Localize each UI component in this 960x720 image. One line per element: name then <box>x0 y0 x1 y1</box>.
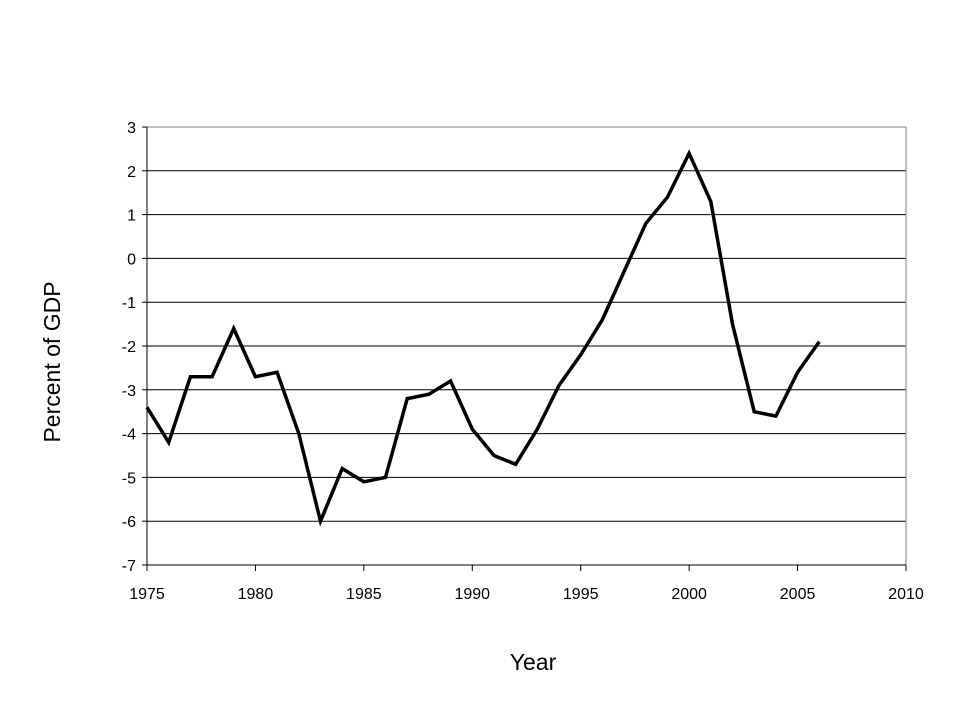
y-tick-label: 2 <box>127 164 136 181</box>
x-tick-label: 2005 <box>780 586 816 603</box>
x-tick-label: 1990 <box>454 586 490 603</box>
x-tick-label: 2000 <box>671 586 707 603</box>
series-line <box>145 149 821 527</box>
y-tick-label: -7 <box>122 558 136 575</box>
x-tick-label: 1975 <box>129 586 165 603</box>
y-tick-label: -4 <box>122 427 136 444</box>
x-tick-label: 2010 <box>888 586 924 603</box>
axes <box>142 126 907 571</box>
y-tick-label: 0 <box>127 251 136 268</box>
y-tick-label: -5 <box>122 470 136 487</box>
y-tick-label: -1 <box>122 295 136 312</box>
x-tick-label: 1995 <box>563 586 599 603</box>
y-tick-label: -6 <box>122 514 136 531</box>
y-axis-tick-labels: 3 2 1 0 -1 -2 -3 -4 -5 -6 -7 <box>122 120 136 575</box>
y-tick-label: -2 <box>122 339 136 356</box>
y-tick-label: 3 <box>127 120 136 137</box>
x-axis-title: Year <box>510 649 557 675</box>
y-axis-title: Percent of GDP <box>39 281 65 442</box>
y-tick-label: -3 <box>122 383 136 400</box>
x-axis-tick-labels: 1975 1980 1985 1990 1995 2000 2005 2010 <box>129 586 924 603</box>
series-group <box>145 149 821 527</box>
gridlines <box>147 170 906 522</box>
x-tick-label: 1985 <box>346 586 382 603</box>
y-tick-label: 1 <box>127 208 136 225</box>
x-tick-label: 1980 <box>238 586 274 603</box>
